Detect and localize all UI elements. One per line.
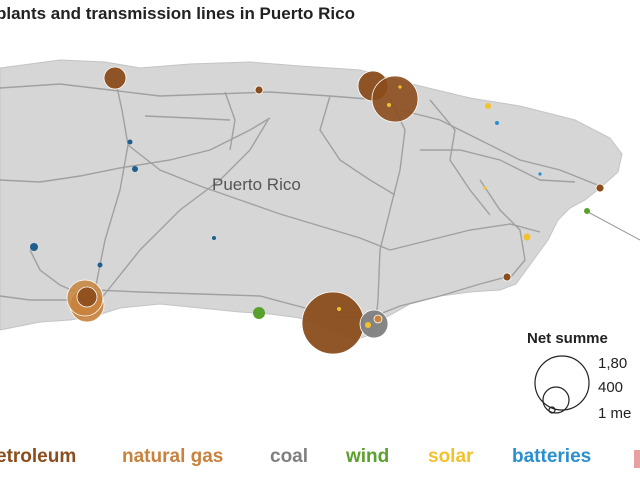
transmission-lines	[0, 77, 601, 321]
size-legend-value-small: 1 me	[598, 405, 631, 422]
plant-wind-east	[584, 208, 590, 214]
plant-solar-east-2	[483, 186, 487, 190]
plant-battery-east	[495, 121, 499, 125]
size-legend-circle-large	[534, 355, 590, 411]
plant-petroleum-aguirre	[301, 291, 365, 355]
plant-petroleum-north-small	[254, 85, 264, 95]
plant-petroleum-east	[595, 183, 605, 193]
island-shape	[0, 59, 623, 341]
plant-wind-south	[253, 307, 265, 319]
plant-battery-west	[30, 243, 38, 251]
plant-solar-guayama	[365, 322, 371, 328]
plant-solar-sanjuan-2	[398, 85, 402, 89]
size-legend-title: Net summe	[527, 330, 608, 347]
plant-petroleum-sanjuan-b	[371, 75, 419, 123]
offshore-leader-line	[587, 211, 640, 241]
legend-wind: wind	[346, 446, 390, 467]
legend-overflow-swatch	[634, 450, 640, 468]
size-legend-circle-medium	[542, 386, 570, 414]
legend-batteries: batteries	[512, 446, 592, 467]
plant-solar-southeast	[523, 233, 531, 241]
region-label: Puerto Rico	[212, 175, 301, 194]
plant-coal-guayama	[359, 309, 389, 339]
plant-natural-gas-guayama	[373, 314, 383, 324]
plant-battery-central-b	[132, 166, 138, 172]
plant-petroleum-southeast	[502, 272, 512, 282]
size-legend: Net summe 1,80 400 1 me	[527, 330, 631, 422]
size-legend-value-medium: 400	[598, 379, 623, 396]
plant-markers	[30, 66, 605, 355]
plant-battery-east-small	[538, 172, 542, 176]
legend-petroleum: etroleum	[0, 446, 77, 467]
legend-solar: solar	[428, 446, 474, 467]
plant-battery-center	[212, 236, 216, 240]
legend-natural-gas: natural gas	[122, 446, 224, 467]
plant-solar-east	[485, 103, 491, 109]
size-legend-value-large: 1,80	[598, 355, 627, 372]
fuel-legend: etroleum natural gas coal wind solar bat…	[0, 446, 640, 476]
map-title: plants and transmission lines in Puerto …	[0, 4, 355, 23]
plant-solar-sanjuan	[387, 103, 391, 107]
legend-coal: coal	[270, 446, 309, 467]
plant-battery-central-a	[127, 139, 133, 145]
plant-petroleum-northwest	[103, 66, 127, 90]
plant-petroleum-southwest-inner	[76, 286, 98, 308]
plant-solar-aguirre	[337, 307, 341, 311]
plant-battery-southwest	[97, 262, 103, 268]
size-legend-circle-small	[548, 406, 556, 414]
